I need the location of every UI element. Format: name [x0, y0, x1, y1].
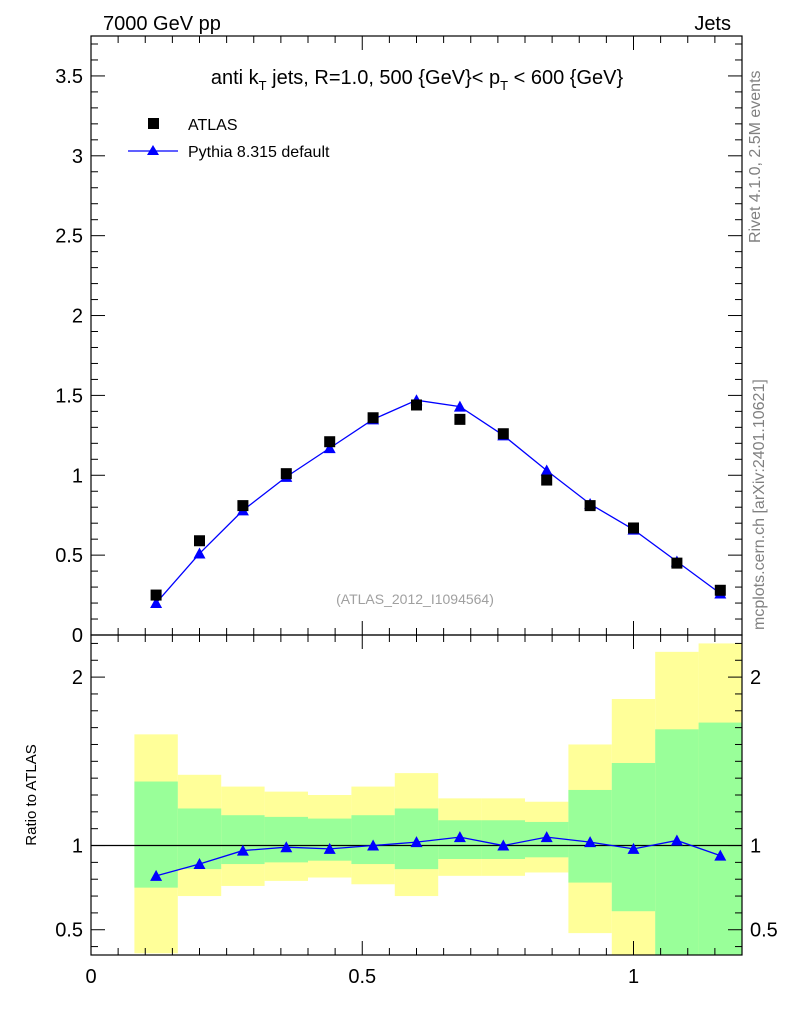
ratio-band-inner: [221, 815, 265, 865]
ratio-ytick-label-left: 2: [72, 667, 83, 689]
header-right: Jets: [694, 13, 731, 35]
main-title: anti kT jets, R=1.0, 500 {GeV}< pT < 600…: [211, 67, 624, 93]
atlas-point: [454, 413, 466, 425]
main-title-part1: anti k: [211, 67, 260, 89]
pythia-point: [150, 597, 163, 609]
main-ytick-label: 0.5: [55, 545, 83, 567]
atlas-point: [714, 584, 726, 596]
main-ytick-label: 1: [72, 465, 83, 487]
main-title-sub1: T: [259, 78, 267, 93]
main-panel: anti kT jets, R=1.0, 500 {GeV}< pT < 600…: [55, 35, 743, 647]
ratio-xtick-label: 0: [85, 966, 96, 988]
main-ytick-label: 2: [72, 306, 83, 328]
ratio-ytick-label-right: 1: [750, 836, 761, 858]
atlas-point: [411, 399, 422, 411]
reference-label: (ATLAS_2012_I1094564): [336, 591, 494, 607]
main-ytick-label: 3.5: [55, 66, 83, 88]
pythia-series-line: [155, 399, 721, 604]
legend-atlas-label: ATLAS: [188, 117, 238, 134]
header-left: 7000 GeV pp: [103, 13, 221, 35]
ratio-band-group: [91, 643, 742, 955]
pythia-point: [193, 547, 206, 559]
ratio-ytick-label-left: 0.5: [55, 920, 83, 942]
atlas-point: [541, 474, 553, 486]
ratio-band-inner: [308, 818, 352, 861]
rivet-label: Rivet 4.1.0, 2.5M events: [747, 70, 764, 243]
main-title-part3: < 600 {GeV}: [508, 67, 623, 89]
atlas-point: [584, 500, 596, 512]
main-title-part2: jets, R=1.0, 500 {GeV}< p: [267, 67, 501, 89]
legend: ATLAS Pythia 8.315 default: [128, 117, 330, 161]
ratio-ytick-label-right: 0.5: [750, 920, 778, 942]
ratio-point: [497, 839, 510, 851]
ratio-point: [410, 836, 423, 848]
ratio-series-line: [155, 836, 721, 877]
ratio-xtick-label: 1: [628, 966, 639, 988]
legend-atlas-marker: [148, 118, 159, 129]
atlas-point: [671, 557, 683, 569]
mcplots-label: mcplots.cern.ch [arXiv:2401.10621]: [751, 379, 768, 630]
atlas-point: [194, 535, 205, 547]
ratio-point: [714, 849, 727, 861]
main-ytick-label: 1.5: [55, 385, 83, 407]
ratio-point: [236, 844, 249, 856]
main-data-group: [150, 394, 727, 609]
atlas-point: [150, 589, 162, 601]
pythia-point: [323, 442, 336, 454]
ratio-point: [584, 836, 597, 848]
pythia-point: [540, 464, 553, 476]
ratio-point: [280, 841, 293, 853]
ratio-point: [670, 834, 683, 846]
ratio-band-inner: [611, 763, 656, 912]
ratio-point: [453, 831, 466, 843]
ratio-point: [627, 842, 640, 854]
ratio-ytick-label-right: 2: [750, 667, 761, 689]
atlas-point: [280, 468, 292, 480]
atlas-point: [628, 522, 639, 534]
main-title-sub2: T: [500, 78, 508, 93]
main-ytick-label: 2.5: [55, 226, 83, 248]
main-ytick-label: 0: [72, 625, 83, 647]
atlas-point: [237, 500, 249, 512]
legend-pythia-label: Pythia 8.315 default: [188, 144, 330, 161]
legend-pythia-marker: [147, 145, 159, 155]
main-ytick-label: 3: [72, 146, 83, 168]
ratio-panel: Ratio to ATLAS 0 0.5 1 0.5 0.5 1 1 2 2: [23, 634, 778, 988]
ratio-point: [540, 831, 553, 843]
atlas-point: [324, 436, 336, 448]
ratio-point: [323, 842, 336, 854]
ratio-point: [367, 839, 380, 851]
ratio-point: [193, 858, 206, 870]
ratio-xtick-label: 0.5: [348, 966, 376, 988]
ratio-band-inner: [264, 816, 308, 863]
ratio-ytick-label-left: 1: [72, 836, 83, 858]
ratio-point: [150, 869, 163, 881]
ratio-ylabel: Ratio to ATLAS: [23, 744, 40, 845]
atlas-point: [367, 412, 379, 424]
pythia-point: [453, 400, 466, 412]
atlas-point: [497, 428, 509, 440]
ratio-band-inner: [698, 722, 742, 955]
